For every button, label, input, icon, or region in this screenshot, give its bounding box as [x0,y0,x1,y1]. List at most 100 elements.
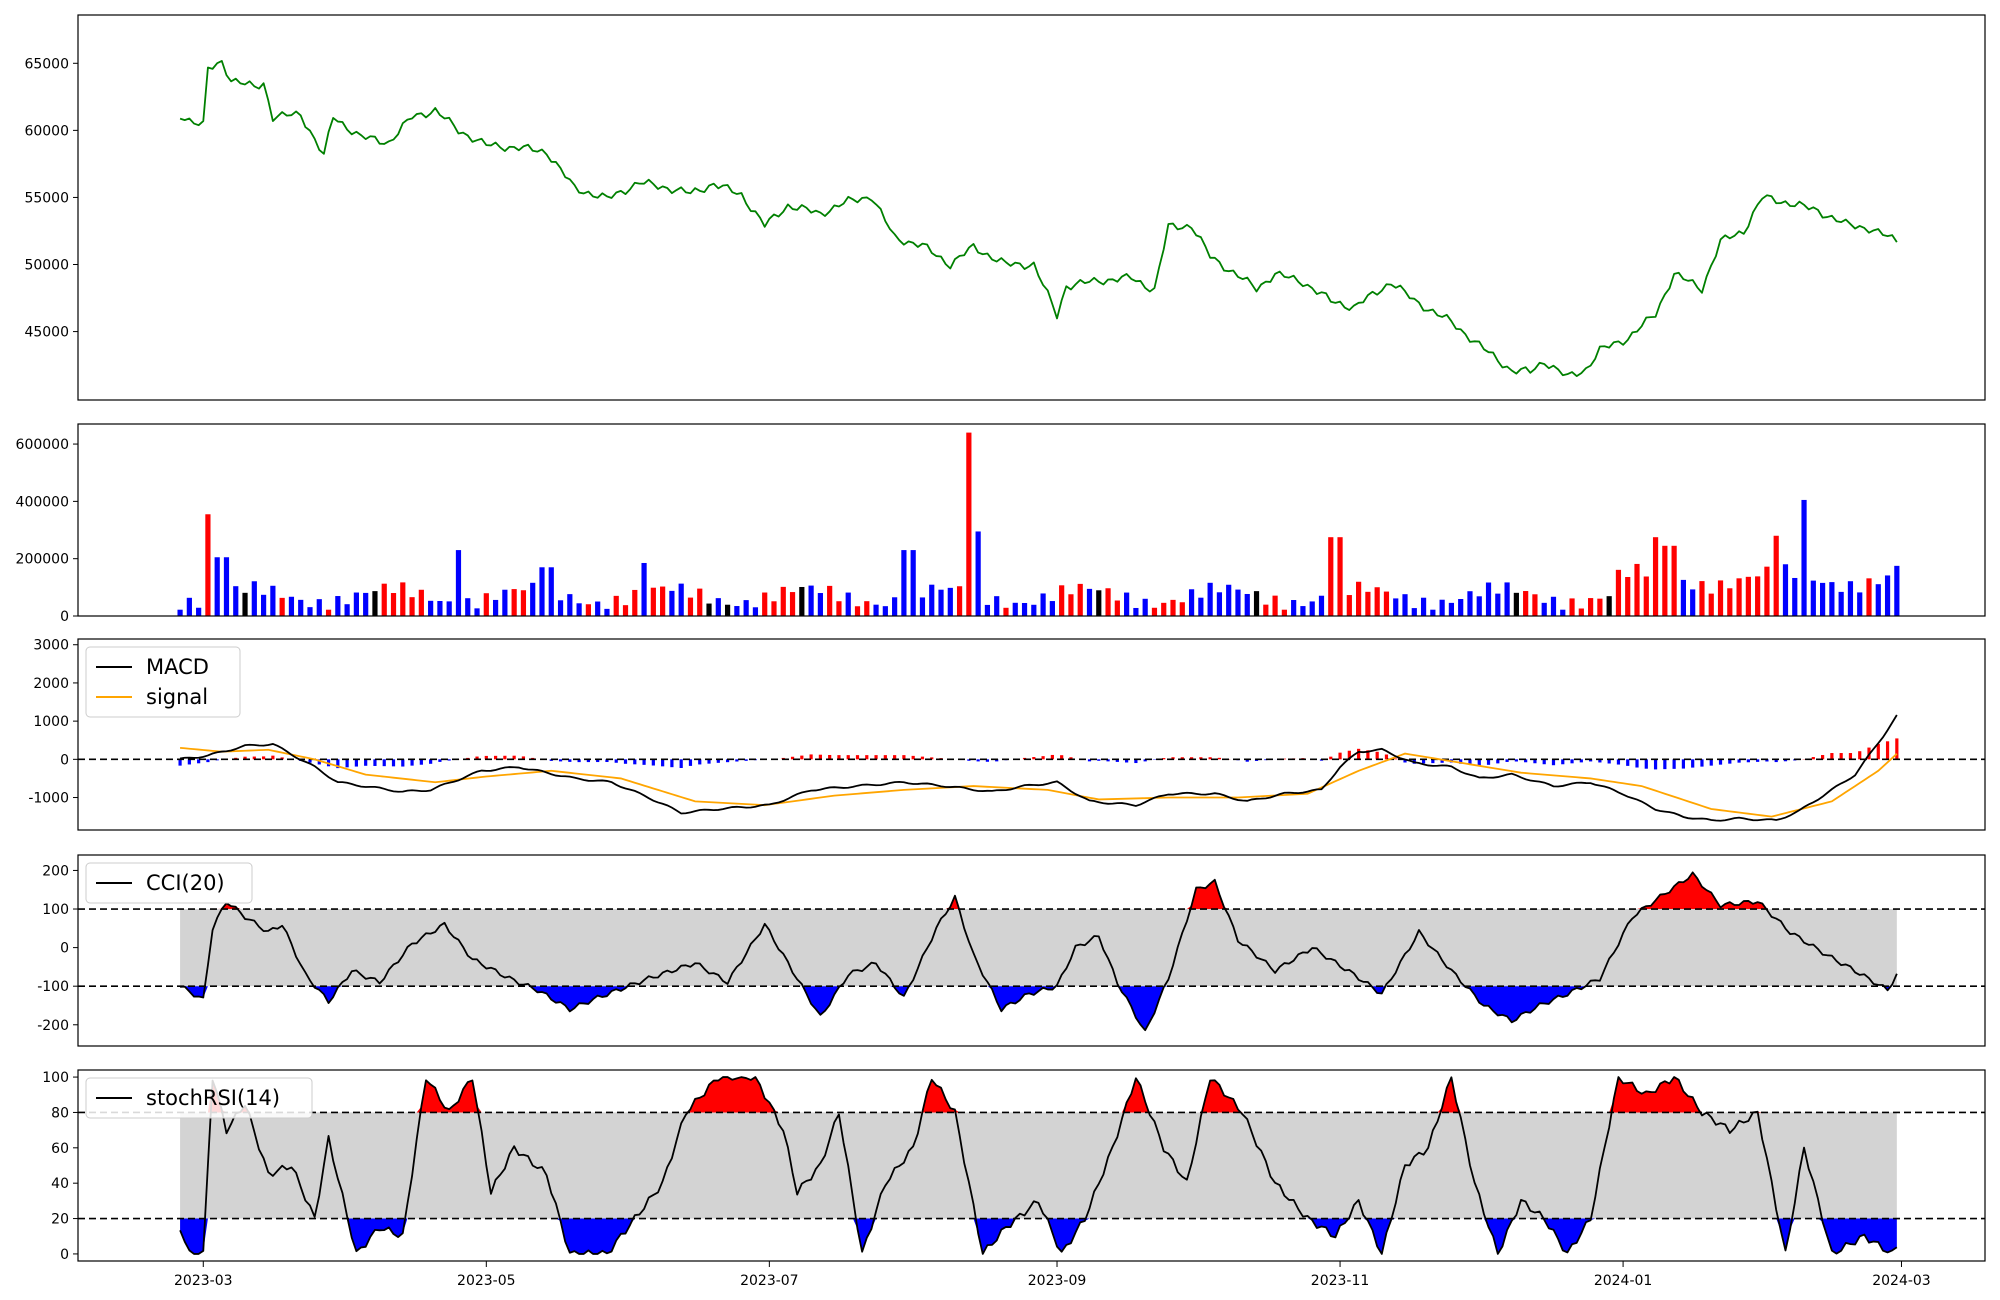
volume-bar [1393,598,1399,616]
macd-histogram-bar [1653,759,1658,770]
volume-bar [1012,602,1018,616]
volume-bar [1588,598,1594,616]
volume-bar [233,586,239,616]
volume-bar [595,601,601,616]
stochrsi-axes-frame [77,1069,1986,1262]
macd-histogram-bar [1616,759,1621,765]
macd-histogram-bar [1728,759,1732,764]
volume-bar [882,606,888,616]
volume-bar [400,582,406,616]
volume-bar [1801,499,1807,616]
macd-ytick-label: -1000 [28,791,69,807]
macd-histogram-bar [883,755,887,760]
volume-bar [214,557,220,616]
volume-bar [251,581,257,616]
volume-bar [975,531,981,616]
volume-bar [1253,591,1260,616]
volume-bar [1467,591,1473,616]
stochrsi-legend-box [85,1077,313,1119]
macd-histogram-bar [1709,759,1713,766]
price-ytick-label: 50000 [24,258,69,274]
volume-bar [530,582,536,616]
stochrsi-ytick-label: 20 [51,1212,69,1228]
volume-bar [1708,593,1714,616]
x-tick-label: 2024-01 [1594,1273,1653,1289]
volume-bar [205,514,211,616]
macd-histogram-bar [1672,759,1676,769]
macd-histogram-bar [1644,759,1648,769]
volume-bar [817,593,823,616]
macd-histogram-bar [1783,759,1788,762]
macd-histogram-bar [1329,756,1333,760]
price-ytick-label: 65000 [24,56,69,72]
volume-ytick-label: 600000 [16,437,69,453]
macd-histogram-bar [911,755,915,760]
cci-overbought-fill [180,872,1897,910]
macd-histogram-bar [1384,754,1389,760]
volume-bar [743,600,749,616]
macd-histogram-bar [1691,759,1695,768]
volume-bar [613,595,619,616]
volume-bar [428,600,434,616]
stochrsi-line [179,1076,1898,1255]
stochrsi-ytick-label: 0 [60,1247,69,1263]
macd-histogram-bar [1189,757,1194,760]
macd-histogram-bar [670,759,674,768]
macd-histogram-bar [967,759,971,761]
cci-ytick-label: -200 [37,1018,69,1034]
volume-bar [1866,578,1872,616]
volume-bar [632,589,638,616]
volume-bar [808,585,814,616]
volume-bar [1671,545,1677,616]
volume-bar [864,601,870,616]
volume-bar [1448,602,1455,616]
volume-bar [548,567,554,616]
volume-bar [418,589,424,616]
volume-bar [919,597,926,616]
macd-histogram-bar [688,759,693,766]
macd-histogram-bar [447,759,451,761]
macd-histogram-bar [1394,758,1398,760]
macd-histogram-bar [1542,759,1546,765]
volume-bar [1049,601,1055,616]
volume-bar [1634,563,1640,616]
volume-bar [1625,576,1631,616]
volume-bar [1430,609,1436,616]
volume-bar [1504,582,1510,616]
macd-histogram-bar [1496,759,1500,764]
volume-bar [511,589,517,616]
volume-bar [1151,607,1158,616]
macd-histogram-bar [1663,759,1667,770]
volume-bar [353,592,359,616]
macd-ytick-label: 1000 [33,714,69,730]
volume-bar [363,592,369,616]
macd-histogram-bar [1199,757,1203,760]
volume-bar [697,588,703,616]
volume-bar [1652,537,1659,616]
volume-axes-frame [77,423,1986,617]
volume-bar [567,594,573,616]
volume-bar [660,586,666,616]
macd-histogram-bar [790,756,795,760]
volume-bar [1318,595,1325,616]
volume-bar [1207,582,1213,616]
cci-axes-frame [77,854,1986,1047]
volume-bar [1235,589,1241,616]
cci-ytick-label: -100 [37,979,69,995]
volume-bar [1458,599,1464,616]
volume-bar [910,550,916,616]
macd-histogram-bar [930,757,934,760]
volume-bar [901,550,907,616]
volume-bar [1216,592,1223,616]
volume-bar [1560,609,1566,616]
volume-bar [1402,594,1408,616]
macd-histogram-bar [1115,759,1119,762]
price-panel: 45000 50000 55000 60000 65000 [24,14,1986,401]
volume-bar [279,597,285,616]
volume-bar [1244,593,1250,616]
macd-histogram-bar [354,759,358,767]
volume-bar [483,593,489,616]
macd-histogram-bar [215,759,219,761]
macd-histogram-bar [1264,759,1268,761]
volume-bar [1309,601,1315,616]
